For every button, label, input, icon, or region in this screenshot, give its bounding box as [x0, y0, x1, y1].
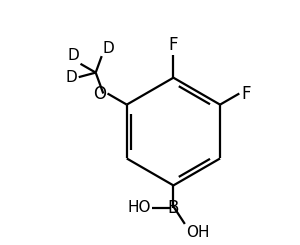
Text: F: F: [241, 85, 251, 102]
Text: D: D: [65, 70, 77, 85]
Text: D: D: [68, 48, 79, 63]
Text: OH: OH: [186, 225, 209, 240]
Text: F: F: [169, 36, 178, 54]
Text: HO: HO: [128, 200, 151, 215]
Text: D: D: [103, 41, 115, 56]
Text: B: B: [168, 199, 179, 217]
Text: O: O: [93, 85, 106, 102]
